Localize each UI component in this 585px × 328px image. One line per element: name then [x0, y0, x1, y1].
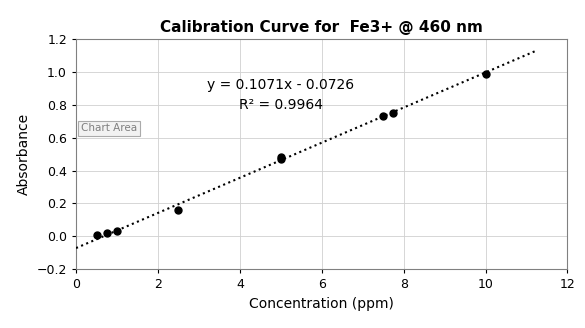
Point: [481, 71, 490, 76]
Y-axis label: Absorbance: Absorbance: [17, 113, 31, 195]
Text: y = 0.1071x - 0.0726: y = 0.1071x - 0.0726: [207, 78, 355, 92]
Text: R² = 0.9964: R² = 0.9964: [239, 98, 323, 112]
Title: Calibration Curve for  Fe3+ @ 460 nm: Calibration Curve for Fe3+ @ 460 nm: [160, 20, 483, 35]
Point: [174, 207, 183, 213]
Point: [112, 229, 122, 234]
Point: [102, 230, 111, 236]
Text: Chart Area: Chart Area: [81, 123, 137, 133]
Point: [276, 155, 285, 160]
Point: [388, 111, 398, 116]
Point: [378, 114, 388, 119]
X-axis label: Concentration (ppm): Concentration (ppm): [249, 297, 394, 311]
Point: [92, 232, 101, 237]
Point: [276, 156, 285, 162]
